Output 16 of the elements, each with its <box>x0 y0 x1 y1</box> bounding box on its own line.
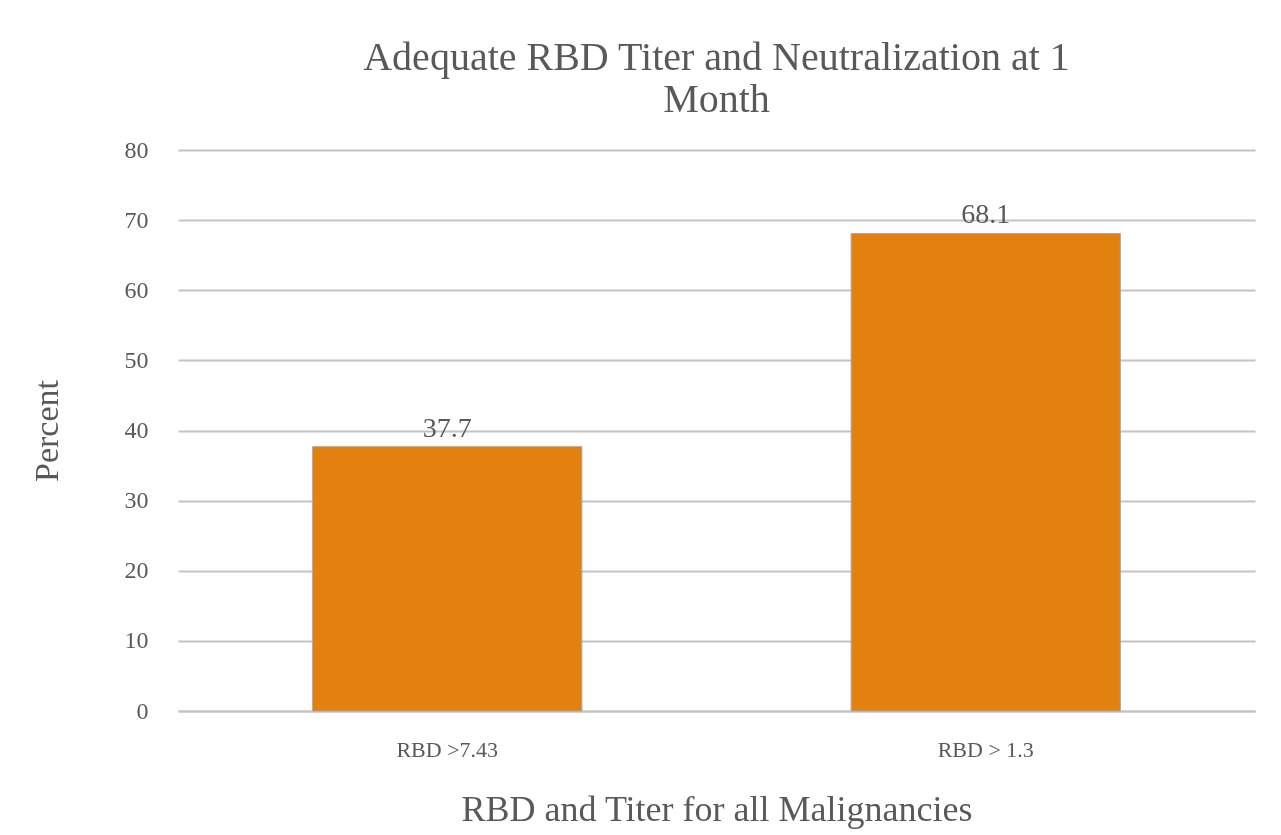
y-tick-label: 10 <box>124 627 149 654</box>
y-tick-label: 50 <box>124 346 149 373</box>
data-label: 68.1 <box>961 198 1011 230</box>
y-tick-label: 80 <box>124 136 149 163</box>
y-tick-label: 70 <box>124 206 149 233</box>
y-axis-title: Percent <box>27 379 65 482</box>
x-axis-title: RBD and Titer for all Malignancies <box>461 788 973 829</box>
y-tick-label: 20 <box>124 557 149 584</box>
chart-title: Adequate RBD Titer and Neutralization at 1 Month <box>363 34 1070 121</box>
y-tick-label: 30 <box>124 487 149 514</box>
data-label: 37.7 <box>422 411 472 443</box>
y-tick-label: 0 <box>136 697 149 724</box>
y-tick-label: 40 <box>124 417 149 443</box>
x-tick-label: RBD >7.43 <box>396 736 499 762</box>
x-tick-label: RBD > 1.3 <box>937 736 1034 762</box>
y-tick-label: 60 <box>124 276 149 303</box>
